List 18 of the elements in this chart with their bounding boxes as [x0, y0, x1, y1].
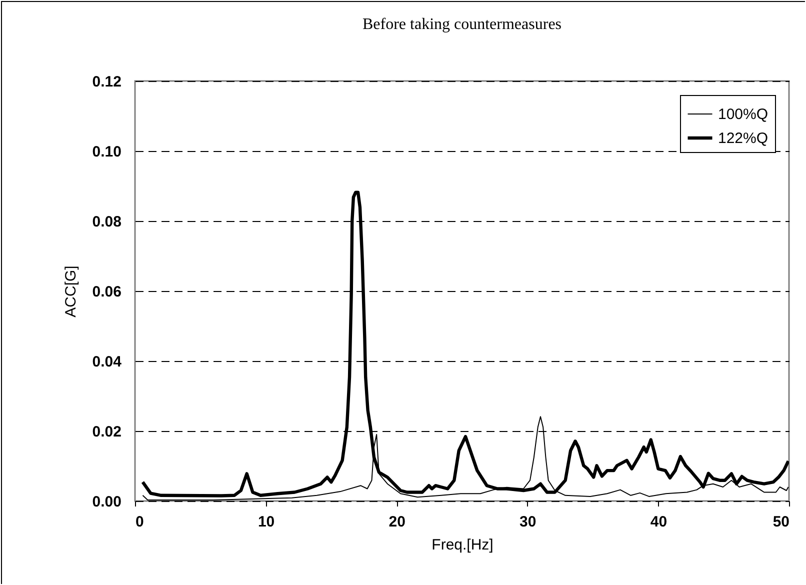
chart-title: Before taking countermeasures: [362, 16, 562, 33]
x-tick-label: 50: [772, 514, 790, 530]
x-tick-label: 0: [136, 514, 144, 530]
y-tick-label: 0.10: [92, 144, 122, 160]
legend-label: 122%Q: [718, 130, 768, 147]
y-tick-label: 0.00: [92, 494, 122, 510]
legend-label: 100%Q: [718, 106, 768, 123]
y-tick-label: 0.04: [92, 354, 122, 370]
x-tick-label: 30: [520, 514, 536, 530]
y-tick-label: 0.12: [92, 74, 122, 90]
y-tick-label: 0.08: [92, 214, 122, 230]
y-axis-title: ACC[G]: [62, 266, 80, 318]
x-tick-label: 20: [388, 514, 406, 530]
x-tick-label: 40: [650, 514, 668, 530]
x-tick-label: 10: [258, 514, 275, 530]
y-tick-label: 0.02: [92, 424, 122, 440]
x-axis-title: Freq.[Hz]: [432, 536, 494, 554]
y-tick-label: 0.06: [92, 284, 122, 300]
